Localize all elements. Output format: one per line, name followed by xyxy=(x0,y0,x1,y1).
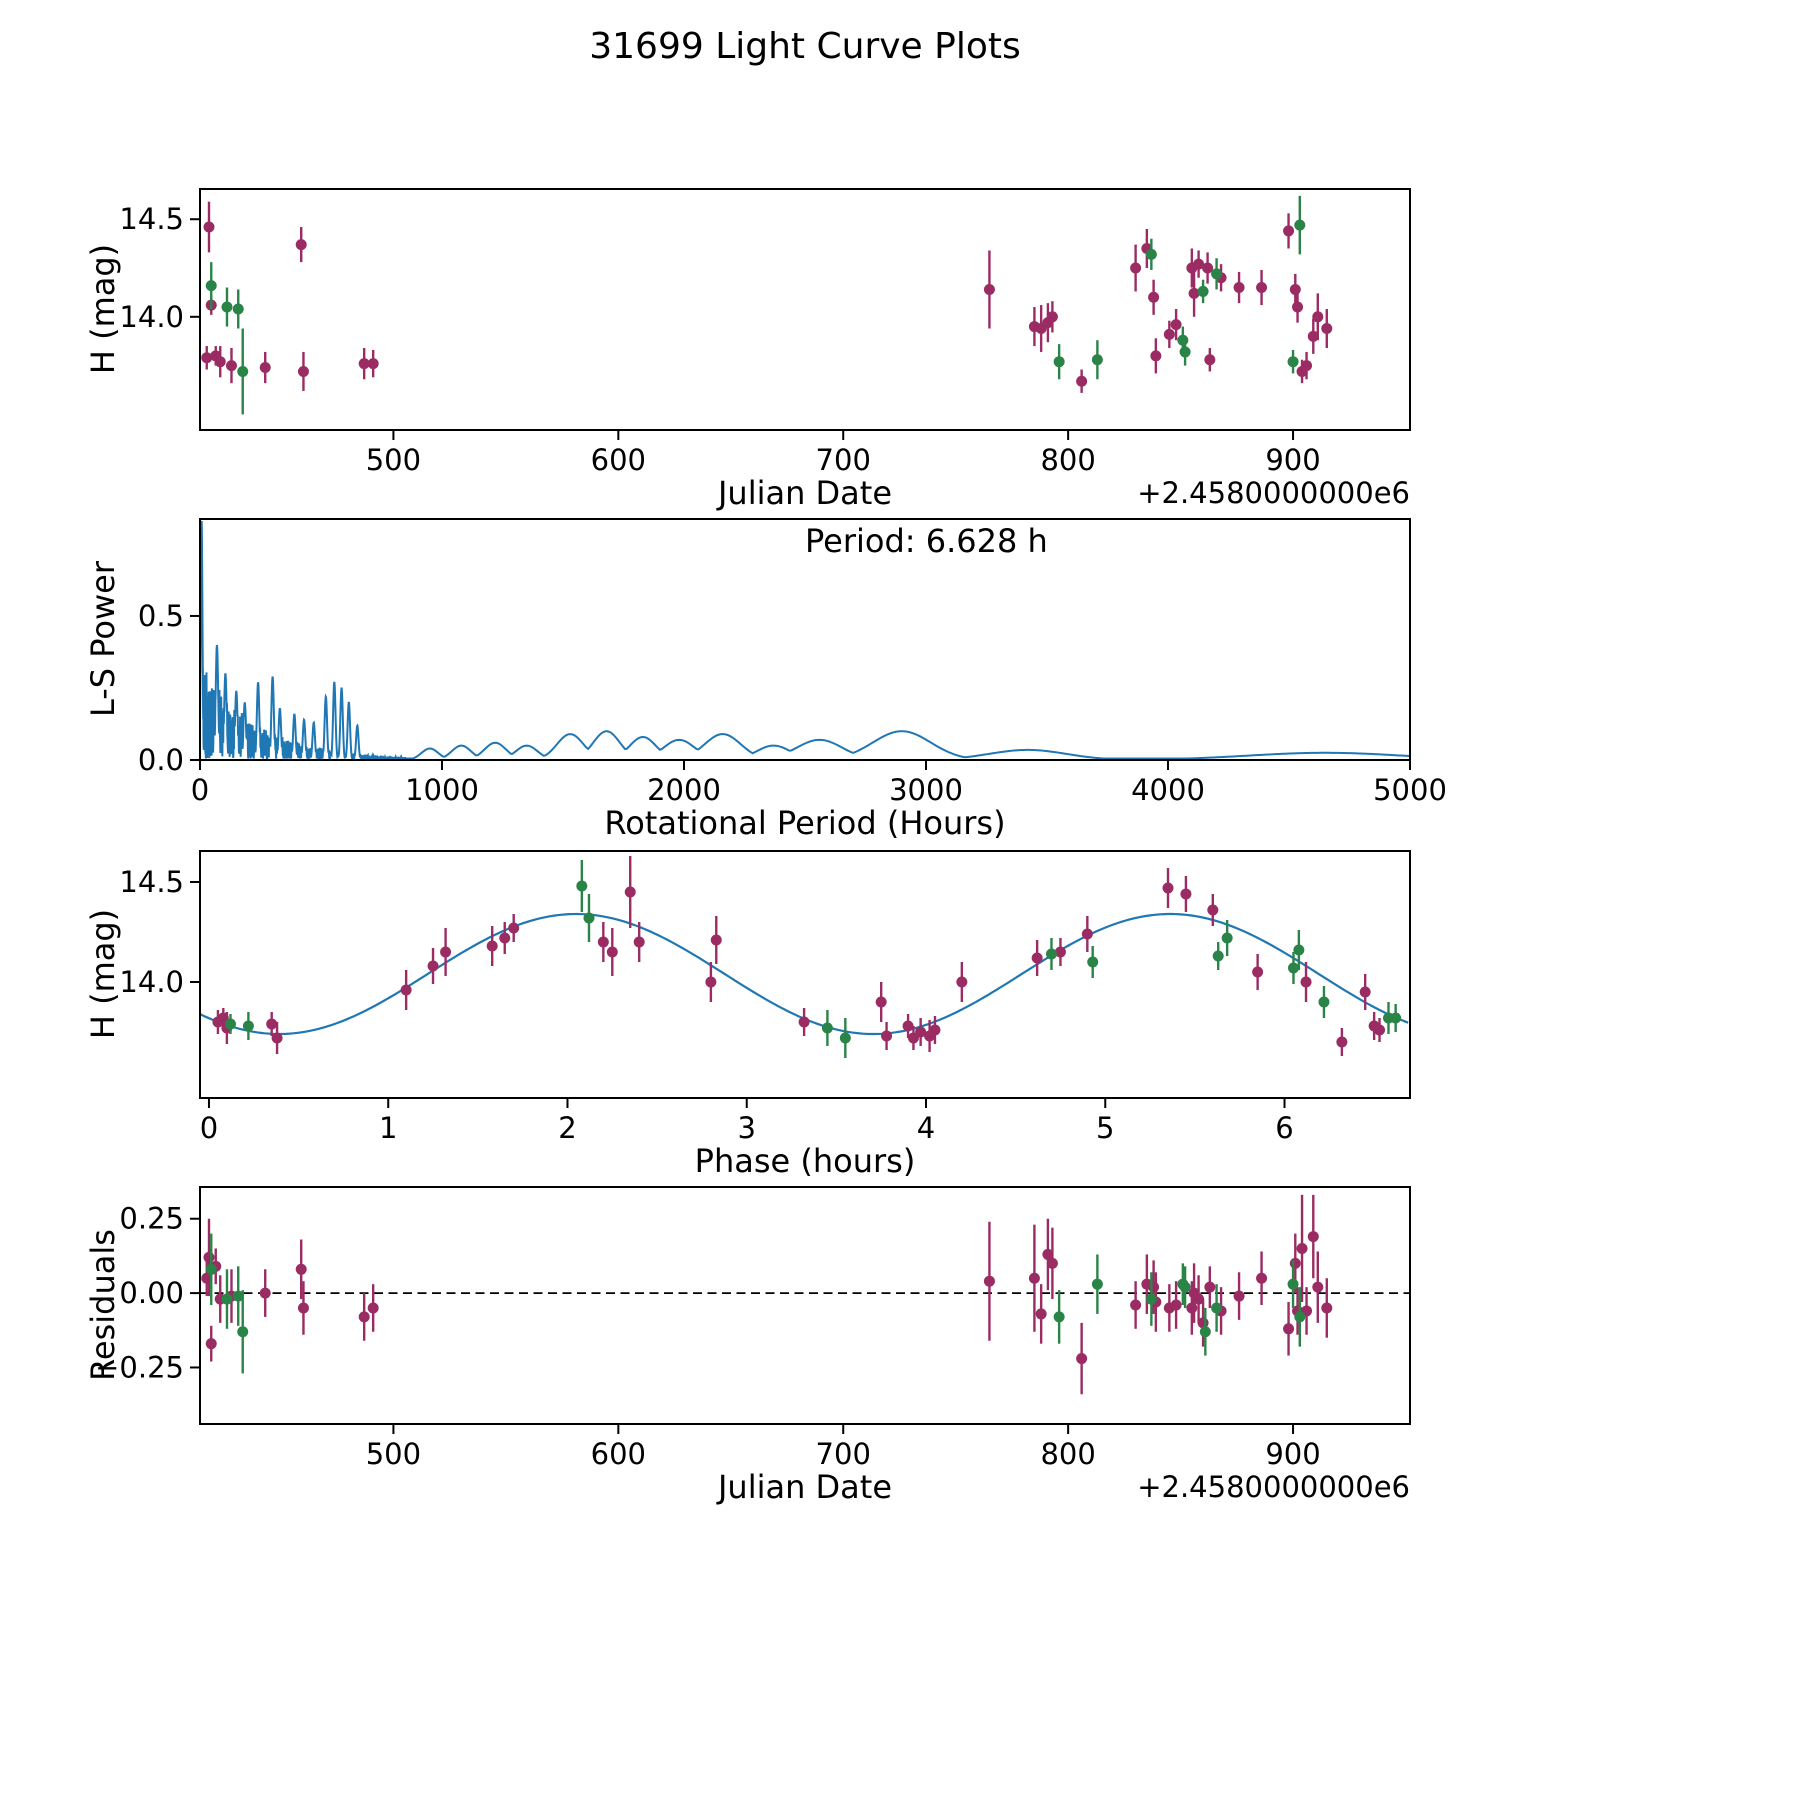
svg-text:0: 0 xyxy=(191,773,209,807)
panel-phase: 0 1 2 3 4 5 6 14.0 14.5 H (mag) Phase (hours) xyxy=(0,850,1800,1180)
svg-text:3: 3 xyxy=(738,1111,756,1145)
svg-text:500: 500 xyxy=(366,443,421,477)
svg-text:5000: 5000 xyxy=(1373,773,1447,807)
residuals-axis-offset: +2.4580000000e6 xyxy=(1137,1470,1410,1504)
phase-xlabel: Phase (hours) xyxy=(694,1142,916,1180)
svg-text:0.00: 0.00 xyxy=(119,1276,184,1310)
svg-text:700: 700 xyxy=(816,443,871,477)
lightcurve-plot: 500 600 700 800 900 14.0 14.5 xyxy=(119,188,1411,477)
periodogram-xlabel: Rotational Period (Hours) xyxy=(604,804,1006,842)
svg-text:0.5: 0.5 xyxy=(138,599,184,633)
svg-text:−0.25: −0.25 xyxy=(95,1350,184,1384)
periodogram-ylabel: L-S Power xyxy=(84,560,122,718)
svg-text:14.0: 14.0 xyxy=(119,300,184,334)
residuals-plot: 500 600 700 800 900 −0.25 0.00 0.25 xyxy=(95,1186,1411,1471)
svg-text:600: 600 xyxy=(591,1437,646,1471)
svg-text:0.25: 0.25 xyxy=(119,1202,184,1236)
svg-text:0.0: 0.0 xyxy=(138,743,184,777)
panel-residuals: 500 600 700 800 900 −0.25 0.00 0.25 Residuals J… xyxy=(0,1186,1800,1506)
svg-text:1000: 1000 xyxy=(405,773,479,807)
svg-text:3000: 3000 xyxy=(889,773,963,807)
lightcurve-xlabel: Julian Date xyxy=(717,474,893,512)
panel-lightcurve: 500 600 700 800 900 14.0 14.5 H (mag) Julian D… xyxy=(0,188,1800,512)
svg-text:800: 800 xyxy=(1040,443,1095,477)
phase-plot: 0 1 2 3 4 5 6 14.0 14.5 xyxy=(119,850,1411,1145)
svg-text:900: 900 xyxy=(1265,443,1320,477)
period-annotation: Period: 6.628 h xyxy=(805,522,1048,560)
svg-text:0: 0 xyxy=(200,1111,218,1145)
panel-periodogram: 0 1000 2000 3000 4000 5000 0.0 0.5 Period: 6.62… xyxy=(0,518,1800,842)
svg-text:6: 6 xyxy=(1275,1111,1293,1145)
phase-ylabel: H (mag) xyxy=(84,908,122,1040)
residuals-ylabel: Residuals xyxy=(84,1229,122,1381)
svg-text:700: 700 xyxy=(816,1437,871,1471)
svg-text:4: 4 xyxy=(917,1111,935,1145)
svg-text:4000: 4000 xyxy=(1131,773,1205,807)
lightcurve-axis-offset: +2.4580000000e6 xyxy=(1137,476,1410,510)
periodogram-plot: 0 1000 2000 3000 4000 5000 0.0 0.5 xyxy=(138,518,1447,807)
svg-text:900: 900 xyxy=(1265,1437,1320,1471)
svg-text:1: 1 xyxy=(379,1111,397,1145)
svg-text:800: 800 xyxy=(1040,1437,1095,1471)
svg-text:14.5: 14.5 xyxy=(119,865,184,899)
figure-title: 31699 Light Curve Plots xyxy=(589,26,1021,67)
svg-text:14.0: 14.0 xyxy=(119,965,184,999)
svg-text:5: 5 xyxy=(1096,1111,1114,1145)
svg-text:2: 2 xyxy=(558,1111,576,1145)
svg-text:2000: 2000 xyxy=(647,773,721,807)
svg-text:600: 600 xyxy=(591,443,646,477)
svg-text:14.5: 14.5 xyxy=(119,202,184,236)
residuals-xlabel: Julian Date xyxy=(717,1468,893,1506)
lightcurve-ylabel: H (mag) xyxy=(84,243,122,375)
svg-text:500: 500 xyxy=(366,1437,421,1471)
